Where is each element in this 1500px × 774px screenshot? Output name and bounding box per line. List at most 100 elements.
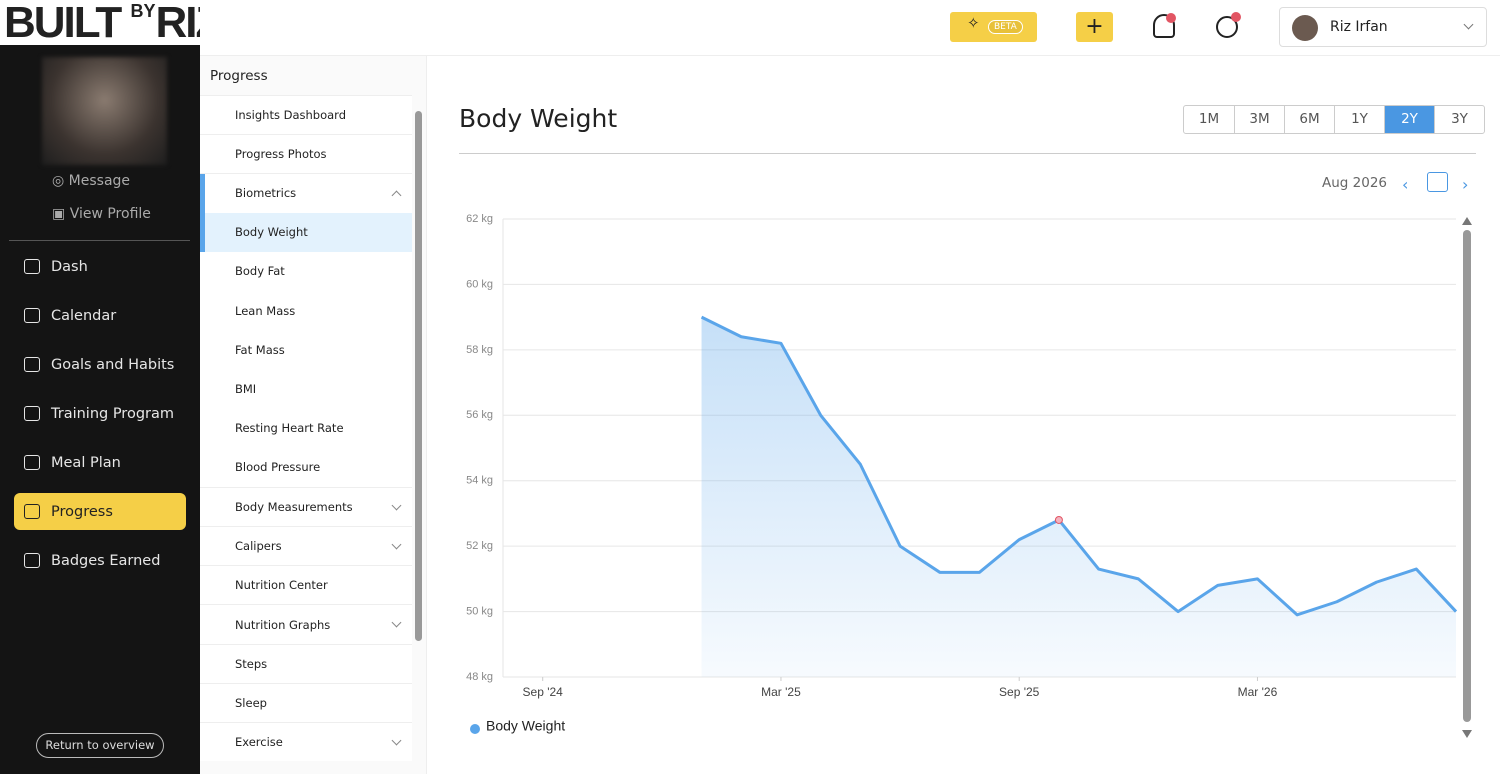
nav-item[interactable]: Meal Plan [14, 444, 186, 481]
submenu: Progress Insights Dashboard Progress Phot… [200, 56, 427, 774]
user-avatar [1292, 15, 1318, 41]
submenu-item[interactable]: Calipers [200, 526, 412, 566]
chevron [391, 500, 402, 511]
logo-word: RIZ [155, 0, 200, 45]
scrollbar[interactable] [415, 111, 422, 641]
nav-icon [24, 308, 40, 323]
chart: 48 kg 50 kg 52 kg 54 kg 56 kg 58 kg 60 kg 62 kg… [466, 213, 1472, 738]
nav-item[interactable]: Calendar [14, 297, 186, 334]
submenu-item[interactable]: Nutrition Center [200, 565, 412, 605]
item-label: Fat Mass [235, 342, 285, 357]
range-button[interactable]: 1Y [1334, 106, 1384, 133]
item-label: Progress Photos [235, 147, 327, 162]
help-dot [1231, 12, 1241, 22]
submenu-item[interactable]: Body Weight [200, 212, 412, 252]
add-button[interactable]: + [1076, 12, 1113, 42]
x-tick-label: Sep '24 [523, 685, 564, 699]
nav-label: Training Program [51, 405, 175, 422]
item-label: Steps [235, 656, 268, 671]
submenu-item[interactable]: Nutrition Graphs [200, 604, 412, 644]
item-label: Insights Dashboard [235, 108, 347, 123]
item-label: Exercise [235, 735, 283, 750]
range-button[interactable]: 6M [1284, 106, 1334, 133]
nav-item[interactable]: Dash [14, 248, 186, 285]
item-label: Body Measurements [235, 499, 353, 514]
nav-label: Calendar [51, 307, 117, 324]
y-tick-label: 56 kg [466, 409, 493, 421]
nav-label: Progress [51, 503, 113, 520]
y-tick-label: 60 kg [466, 278, 493, 290]
item-label: Calipers [235, 539, 282, 554]
item-label: Biometrics [235, 186, 297, 201]
sidebar: ◎ Message ▣ View Profile Return to overv… [0, 45, 200, 774]
profile-link[interactable]: ◎ Message [52, 173, 131, 189]
notification-dot [1166, 13, 1176, 23]
submenu-item[interactable]: Insights Dashboard [200, 95, 412, 135]
y-tick-label: 50 kg [466, 605, 493, 617]
item-label: Body Fat [235, 264, 285, 279]
submenu-item[interactable]: Fat Mass [200, 330, 412, 370]
submenu-item[interactable]: Body Measurements [200, 486, 412, 527]
divider [459, 153, 1476, 154]
submenu-item[interactable]: BMI [200, 369, 412, 409]
submenu-item[interactable]: Progress Photos [200, 134, 412, 174]
nav-label: Goals and Habits [51, 356, 175, 373]
notifications-icon[interactable] [1153, 14, 1175, 38]
range-button[interactable]: 3M [1234, 106, 1284, 133]
nav-icon [24, 455, 40, 470]
submenu-list: Insights Dashboard Progress Photos Biometr… [200, 95, 412, 762]
user-name: Riz Irfan [1330, 19, 1388, 35]
nav-item[interactable]: Progress [14, 493, 186, 530]
logo-word: BUILT [4, 0, 122, 45]
item-label: Resting Heart Rate [235, 421, 344, 436]
chevron [1463, 19, 1474, 30]
line [700, 315, 1458, 617]
calendar-button[interactable] [1427, 172, 1448, 192]
nav-item[interactable]: Goals and Habits [14, 346, 186, 383]
beta-button[interactable]: ✧ BETA [950, 12, 1037, 42]
range-button[interactable]: 3Y [1434, 106, 1484, 133]
submenu-item[interactable]: Blood Pressure [200, 447, 412, 487]
legend-marker [470, 724, 480, 734]
item-label: Lean Mass [235, 303, 296, 318]
y-tick-label: 62 kg [466, 213, 493, 225]
chevron [391, 539, 402, 550]
item-label: BMI [235, 381, 257, 396]
panel-title: Body Weight [459, 104, 618, 133]
logo-word: BY [130, 1, 156, 21]
submenu-item[interactable]: Biometrics [200, 173, 412, 213]
submenu-item[interactable]: Body Fat [200, 251, 412, 291]
chevron [391, 735, 402, 746]
submenu-item[interactable]: Exercise [200, 722, 412, 762]
range-button[interactable]: 1M [1198, 111, 1220, 127]
scroll-down [1462, 730, 1472, 738]
y-tick-label: 52 kg [466, 540, 493, 552]
submenu-item[interactable]: Sleep [200, 682, 412, 722]
range-button[interactable]: 2Y [1384, 106, 1434, 133]
submenu-item[interactable]: Resting Heart Rate [200, 408, 412, 448]
submenu-item[interactable]: Lean Mass [200, 290, 412, 331]
x-tick-label: Mar '25 [761, 685, 801, 699]
profile-link[interactable]: ▣ View Profile [52, 206, 151, 222]
prev-button[interactable]: ‹ [1402, 175, 1409, 194]
nav-item[interactable]: Badges Earned [14, 542, 186, 579]
period-label: Aug 2026 [1322, 175, 1388, 191]
submenu-item[interactable]: Steps [200, 643, 412, 683]
help-icon[interactable] [1216, 16, 1238, 38]
nav-label: Dash [51, 258, 88, 275]
nav-icon [24, 504, 40, 519]
item-label: Sleep [235, 695, 267, 710]
nav-item[interactable]: Training Program [14, 395, 186, 432]
next-button[interactable]: › [1462, 175, 1469, 194]
nav-icon [24, 553, 40, 568]
link-label: View Profile [69, 206, 151, 222]
logo[interactable]: BUILT BYRIZ [0, 0, 200, 45]
user-menu[interactable]: Riz Irfan [1279, 7, 1487, 47]
y-tick-label: 54 kg [466, 475, 493, 487]
legend-label: Body Weight [486, 718, 565, 734]
nav-icon [24, 406, 40, 421]
return-button[interactable]: Return to overview [36, 733, 164, 758]
item-label: Nutrition Graphs [235, 617, 331, 632]
beta-badge: BETA [988, 20, 1023, 34]
